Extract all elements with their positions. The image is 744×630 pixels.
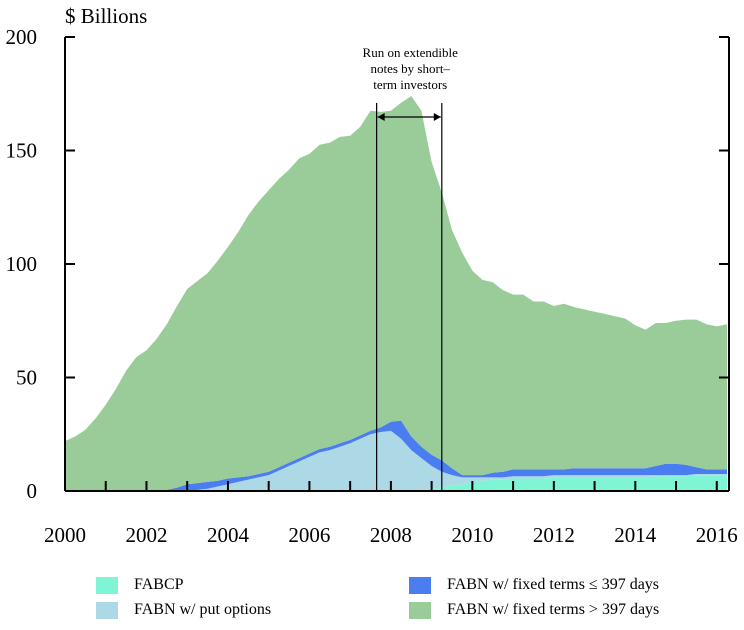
legend-item-fixed-short: FABN w/ fixed terms ≤ 397 days bbox=[409, 576, 659, 594]
area-put-options bbox=[65, 430, 727, 491]
area-fixed-short bbox=[65, 420, 727, 491]
x-tick-label: 2000 bbox=[44, 523, 86, 547]
legend-item-fixed-long: FABN w/ fixed terms > 397 days bbox=[409, 601, 659, 619]
legend-item-put-options: FABN w/ put options bbox=[96, 601, 271, 619]
annotation-text-line: notes by short– bbox=[370, 61, 450, 76]
legend-label-fixed-short: FABN w/ fixed terms ≤ 397 days bbox=[447, 576, 660, 593]
axis-ticks: 0 50 100 150 200 2000 2002 2004 2006 2008 2010 2012… bbox=[6, 25, 738, 547]
area-fabcp bbox=[65, 475, 727, 491]
legend-label-fixed-long: FABN w/ fixed terms > 397 days bbox=[447, 601, 660, 618]
y-tick-label: 150 bbox=[6, 139, 38, 163]
annotation-arrowhead-left bbox=[377, 113, 385, 121]
legend-label-put-options: FABN w/ put options bbox=[134, 601, 272, 618]
legend-swatch-fabcp bbox=[96, 576, 118, 594]
legend-swatch-fixed-long bbox=[409, 601, 431, 619]
y-tick-label: 200 bbox=[6, 25, 38, 49]
x-tick-label: 2010 bbox=[451, 523, 493, 547]
annotation-text-line: Run on extendible bbox=[363, 45, 459, 60]
x-tick-label: 2002 bbox=[125, 523, 167, 547]
x-tick-label: 2004 bbox=[207, 523, 250, 547]
x-tick-label: 2012 bbox=[533, 523, 575, 547]
y-tick-label: 100 bbox=[6, 252, 38, 276]
y-axis-label: $ Billions bbox=[65, 4, 147, 28]
x-tick-label: 2006 bbox=[288, 523, 330, 547]
annotation-arrowhead-right bbox=[433, 113, 441, 121]
y-tick-label: 0 bbox=[27, 479, 38, 503]
legend-label-fabcp: FABCP bbox=[134, 576, 184, 593]
y-tick-label: 50 bbox=[16, 366, 37, 390]
area-layers bbox=[65, 96, 727, 491]
legend-swatch-fixed-short bbox=[409, 576, 431, 594]
legend-item-fabcp: FABCP bbox=[96, 576, 184, 594]
annotation-text-line: term investors bbox=[373, 77, 447, 92]
area-fixed-long bbox=[65, 96, 727, 491]
x-tick-label: 2008 bbox=[370, 523, 412, 547]
x-tick-label: 2016 bbox=[696, 523, 738, 547]
legend-swatch-put-options bbox=[96, 601, 118, 619]
x-tick-label: 2014 bbox=[614, 523, 657, 547]
